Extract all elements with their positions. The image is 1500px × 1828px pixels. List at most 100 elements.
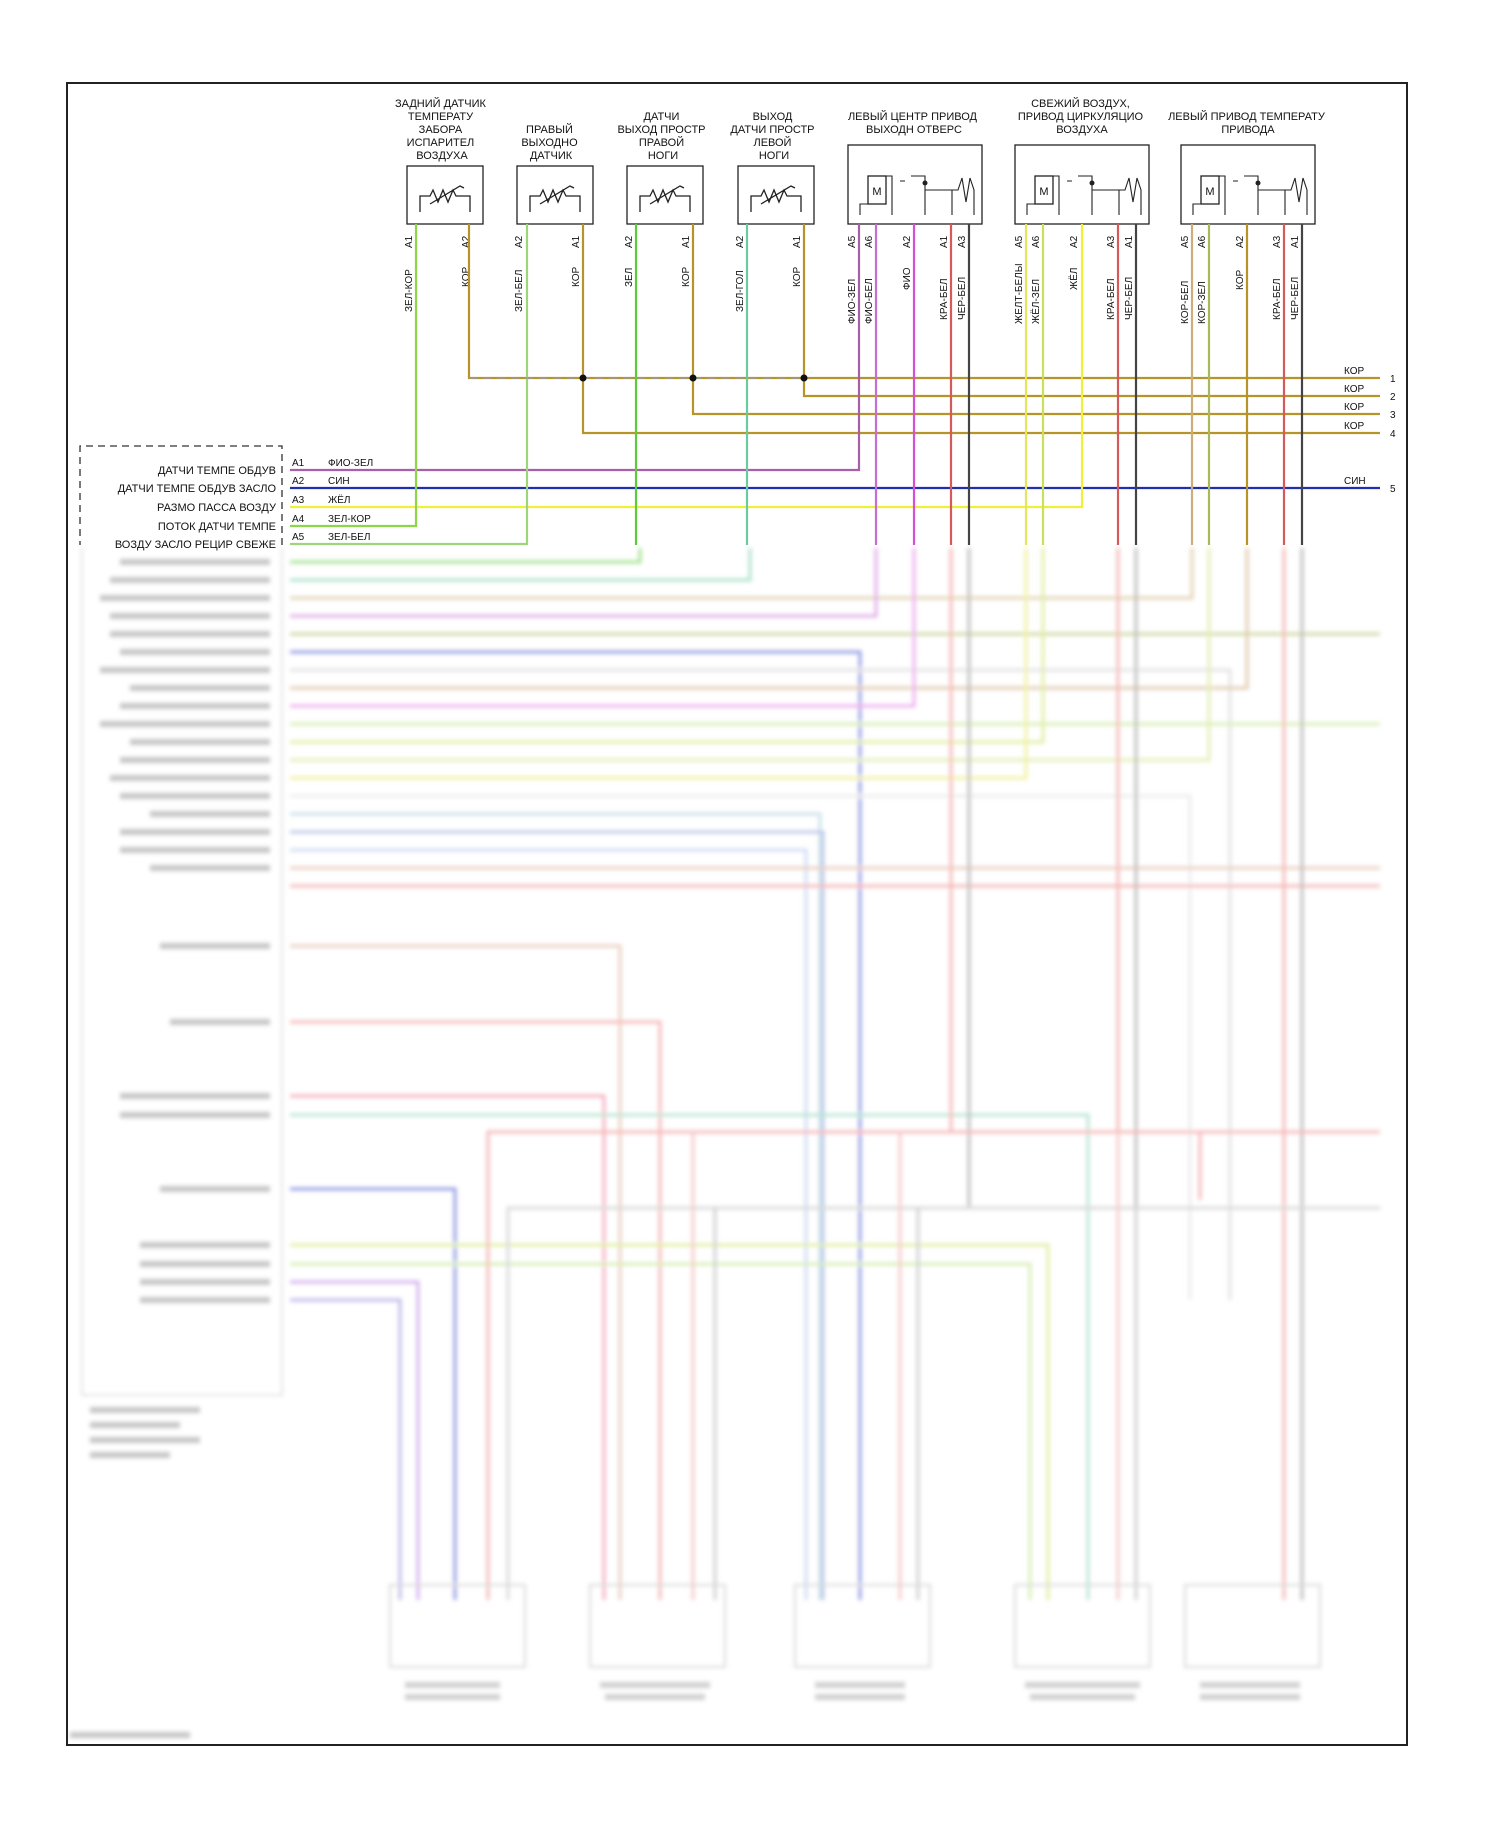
actuator-boxes [847, 144, 1316, 225]
blurred-wire [290, 1020, 662, 1600]
sensor-box-right-foot [626, 165, 704, 225]
wire-color-label: ЗЕЛ-БЕЛ [514, 270, 525, 312]
component-title-right-outlet-sensor: ПРАВЫЙ ВЫХОДНО ДАТЧИК [521, 123, 580, 162]
wire-color-label: КОР-ЗЕЛ [1197, 281, 1208, 324]
module-outline-lower [81, 548, 283, 1396]
pin-label: A2 [514, 235, 525, 248]
bus-wire-label: КОР [1344, 384, 1364, 395]
module-pin-label: A3 [292, 495, 305, 506]
wire-a4-green-brown [290, 224, 418, 528]
wire-color-label: КРА-БЕЛ [1106, 278, 1117, 320]
pin-label: A2 [735, 235, 746, 248]
module-dashed-outline [79, 445, 283, 545]
wire-color-label: КОР [792, 267, 803, 287]
blurred-wire [506, 1206, 1380, 1600]
wire-brown-bus-2 [802, 378, 1380, 398]
component-title-fresh-recirc-actuator: СВЕЖИЙ ВОЗДУХ, ПРИВОД ЦИРКУЛЯЦИО ВОЗДУХА [1018, 97, 1146, 136]
pin-label: A3 [957, 235, 968, 248]
thermistor-icon [750, 185, 802, 212]
bus-wire-label: КОР [1344, 366, 1364, 377]
blurred-wire [486, 1130, 1380, 1600]
wire-color-label: ФИО-ЗЕЛ [847, 279, 858, 324]
module-pin-label: A5 [292, 532, 305, 543]
splice-dot [689, 374, 697, 382]
blurred-text-stub [70, 559, 270, 1738]
pin-label: A2 [1069, 235, 1080, 248]
module-wire-label: ЗЕЛ-БЕЛ [328, 532, 370, 543]
blurred-wire [290, 548, 1194, 600]
blurred-wire [290, 1113, 1090, 1600]
blurred-wire [290, 548, 1249, 690]
splices [469, 374, 808, 382]
motor-label: M [1205, 186, 1214, 198]
blurred-wire [290, 548, 1045, 744]
bus-number: 1 [1390, 374, 1396, 385]
component-title-right-foot-outlet-sensor: ДАТЧИ ВЫХОД ПРОСТР ПРАВОЙ НОГИ [617, 111, 708, 162]
blurred-wire [290, 668, 1232, 1300]
pin-label: A2 [461, 235, 472, 248]
blurred-wire [290, 1298, 402, 1600]
blurred-wire [290, 650, 862, 1600]
motor-symbols: M M M [859, 175, 1308, 215]
module-signal-label: ДАТЧИ ТЕМПЕ ОБДУВ ЗАСЛО [118, 483, 277, 495]
lower-actuator-box [794, 1584, 931, 1668]
module-wire-label: СИН [328, 476, 350, 487]
bus-number: 3 [1390, 410, 1396, 421]
module-signal-label: ДАТЧИ ТЕМПЕ ОБДУВ [158, 465, 276, 477]
splice-dot [800, 374, 808, 382]
sensor-box-right-outlet [516, 165, 594, 225]
lower-actuator-box [1014, 1584, 1151, 1668]
wire-color-label: ЖЁЛ [1068, 268, 1080, 290]
blurred-wire [290, 1262, 1032, 1600]
blurred-wire [290, 848, 808, 1600]
blurred-wire [949, 548, 1202, 1200]
wire-color-label: КОР [461, 267, 472, 287]
component-titles: ЗАДНИЙ ДАТЧИК ТЕМПЕРАТУ ЗАБОРА ИСПАРИТЕЛ… [395, 97, 1326, 162]
component-title-left-center-outlet-actuator: ЛЕВЫЙ ЦЕНТР ПРИВОД ВЫХОДН ОТВЕРС [848, 110, 980, 136]
module-signal-label: ВОЗДУ ЗАСЛО РЕЦИР СВЕЖЕ [115, 539, 276, 551]
blurred-wire [290, 548, 642, 564]
sensor-boxes [406, 165, 815, 225]
bus-wire-label: КОР [1344, 421, 1364, 432]
bus-number: 2 [1390, 392, 1396, 403]
blurred-wire [290, 944, 622, 1600]
thermistor-icon [639, 185, 691, 212]
module-wire-label: ЗЕЛ-КОР [328, 514, 371, 525]
blurred-wire [290, 1243, 1050, 1600]
blurred-wire [290, 830, 825, 1600]
wire-color-label: ЗЕЛ-ГОЛ [735, 270, 746, 312]
pin-label: A6 [864, 235, 875, 248]
motor-icon: M [1026, 175, 1142, 215]
blurred-lower-section [70, 548, 1380, 1738]
wire-color-label: ЖЁЛ-ЗЕЛ [1030, 279, 1042, 324]
wire-color-label: КОР [571, 267, 582, 287]
blurred-wire [290, 1187, 457, 1600]
lower-actuator-box [1184, 1584, 1321, 1668]
blurred-wire [290, 1094, 606, 1600]
bus-number: 5 [1390, 484, 1396, 495]
module-wire-label: ФИО-ЗЕЛ [328, 458, 373, 469]
wire-brown-bus-4 [581, 378, 1380, 435]
wire-color-label: КРА-БЕЛ [1272, 278, 1283, 320]
thermistor-icon [419, 185, 471, 212]
wire-color-label: ЧЕР-БЕЛ [957, 277, 968, 320]
wire-color-label: КОР [1235, 270, 1246, 290]
thermistor-icon [529, 185, 581, 212]
wire-color-label: КРА-БЕЛ [939, 278, 950, 320]
motor-icon: M [1192, 175, 1308, 215]
pin-label: A1 [571, 235, 582, 248]
module-signal-label: РАЗМО ПАССА ВОЗДУ [157, 502, 277, 514]
wire-color-label: ЖЕЛТ-БЕЛЫ [1014, 263, 1025, 324]
wire-color-label: ФИО [902, 267, 913, 290]
wire-a3-yellow [290, 224, 1084, 509]
pin-label: A3 [1272, 235, 1283, 248]
wire-color-label: ЗЕЛ-КОР [404, 269, 415, 312]
motor-label: M [872, 186, 881, 198]
lower-actuator-box [589, 1584, 726, 1668]
pin-label: A1 [681, 235, 692, 248]
wire-color-label: ЧЕР-БЕЛ [1290, 277, 1301, 320]
bus-number: 4 [1390, 429, 1396, 440]
blurred-wire [290, 548, 1211, 762]
wire-color-label: КОР [681, 267, 692, 287]
motor-label: M [1039, 186, 1048, 198]
